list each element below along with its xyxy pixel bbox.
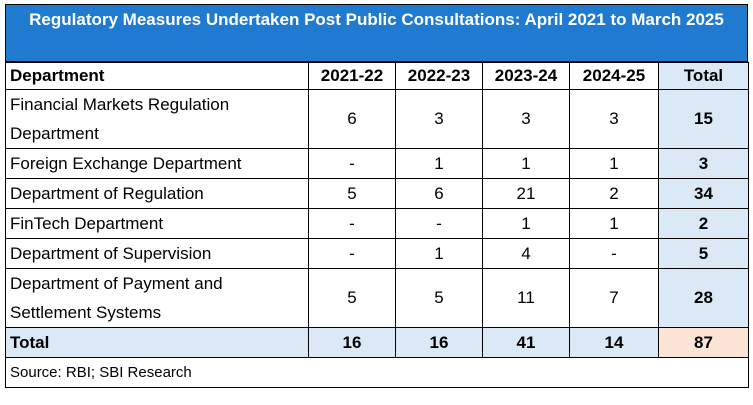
table-row: Department of Supervision - 1 4 - 5 (5, 238, 749, 269)
totals-label: Total (5, 327, 309, 358)
table-row: Department of Payment and Settlement Sys… (5, 268, 749, 328)
cell-value: - (308, 208, 396, 239)
total-value: 16 (395, 327, 483, 358)
cell-value: - (308, 148, 396, 179)
cell-value: 11 (482, 268, 570, 328)
row-total: 34 (658, 178, 749, 209)
cell-value: 5 (308, 178, 396, 209)
table-row: Department of Regulation 5 6 21 2 34 (5, 178, 749, 209)
row-department: Department of Payment and Settlement Sys… (5, 268, 309, 328)
cell-value: 3 (395, 89, 483, 149)
cell-value: 4 (482, 238, 570, 269)
source-note: Source: RBI; SBI Research (5, 357, 749, 388)
header-total: Total (658, 62, 749, 90)
row-total: 15 (658, 89, 749, 149)
table-row: Foreign Exchange Department - 1 1 1 3 (5, 148, 749, 179)
cell-value: - (395, 208, 483, 239)
cell-value: - (308, 238, 396, 269)
total-value: 41 (482, 327, 570, 358)
row-total: 3 (658, 148, 749, 179)
row-department: Financial Markets Regulation Department (5, 89, 309, 149)
total-value: 16 (308, 327, 396, 358)
cell-value: 1 (482, 208, 570, 239)
row-total: 28 (658, 268, 749, 328)
cell-value: 1 (395, 238, 483, 269)
cell-value: 3 (569, 89, 659, 149)
header-2024-25: 2024-25 (569, 62, 659, 90)
cell-value: 5 (395, 268, 483, 328)
row-department: Department of Regulation (5, 178, 309, 209)
cell-value: 1 (569, 208, 659, 239)
totals-row: Total 16 16 41 14 87 (5, 327, 749, 358)
table-frame: Regulatory Measures Undertaken Post Publ… (5, 4, 749, 388)
total-value: 14 (569, 327, 659, 358)
row-department: Foreign Exchange Department (5, 148, 309, 179)
table-row: FinTech Department - - 1 1 2 (5, 208, 749, 239)
header-2023-24: 2023-24 (482, 62, 570, 90)
cell-value: 5 (308, 268, 396, 328)
cell-value: 6 (395, 178, 483, 209)
data-table: Department 2021-22 2022-23 2023-24 2024-… (5, 62, 749, 388)
cell-value: 3 (482, 89, 570, 149)
header-row: Department 2021-22 2022-23 2023-24 2024-… (5, 62, 749, 90)
source-row: Source: RBI; SBI Research (5, 357, 749, 388)
cell-value: - (569, 238, 659, 269)
row-department: FinTech Department (5, 208, 309, 239)
header-2022-23: 2022-23 (395, 62, 483, 90)
header-department: Department (5, 62, 309, 90)
row-total: 5 (658, 238, 749, 269)
cell-value: 1 (569, 148, 659, 179)
table-row: Financial Markets Regulation Department … (5, 89, 749, 149)
cell-value: 21 (482, 178, 570, 209)
cell-value: 1 (482, 148, 570, 179)
cell-value: 1 (395, 148, 483, 179)
header-2021-22: 2021-22 (308, 62, 396, 90)
grand-total: 87 (658, 327, 749, 358)
cell-value: 2 (569, 178, 659, 209)
cell-value: 7 (569, 268, 659, 328)
table-title: Regulatory Measures Undertaken Post Publ… (5, 4, 748, 62)
row-department: Department of Supervision (5, 238, 309, 269)
cell-value: 6 (308, 89, 396, 149)
row-total: 2 (658, 208, 749, 239)
